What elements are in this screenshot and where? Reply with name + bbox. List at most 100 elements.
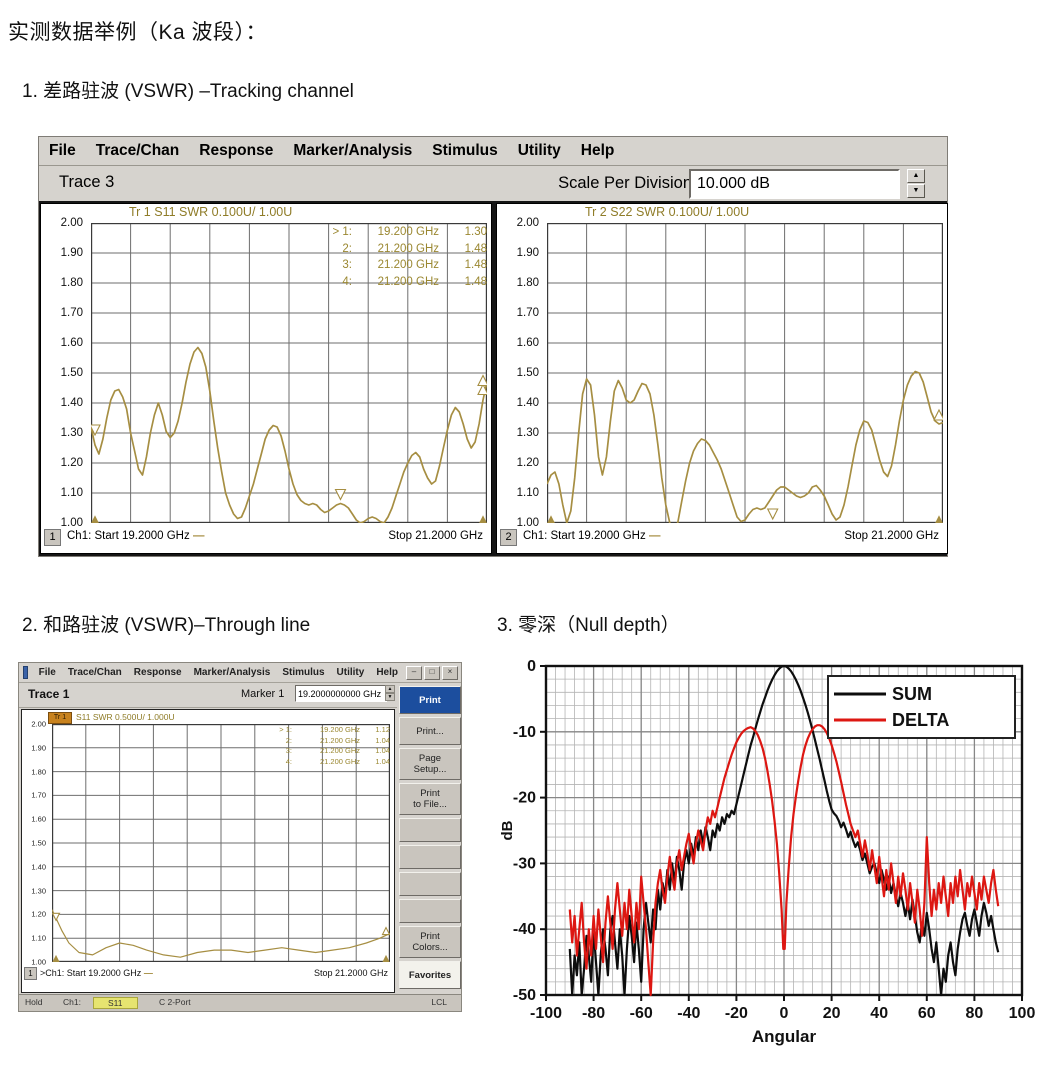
- menu-item-trace-chan[interactable]: Trace/Chan: [67, 667, 122, 678]
- toolbar: Trace 3 Scale Per Division ▲ ▼: [39, 166, 947, 204]
- spinner-up-button[interactable]: ▲: [385, 685, 395, 693]
- null-depth-chart: -100 -80 -60 -40 -20 0 20 40 60 80 100 0 -10 -20 -30 -4…: [498, 650, 1048, 1055]
- scale-per-division-label: Scale Per Division: [558, 174, 692, 192]
- softkey-blank[interactable]: [399, 899, 461, 923]
- menu-item-marker-analysis[interactable]: Marker/Analysis: [193, 667, 271, 678]
- menu-item-response[interactable]: Response: [199, 142, 274, 159]
- softkey-panel: Print Print... Page Setup... Print to File.…: [399, 684, 461, 993]
- marker-triangle: [51, 912, 61, 922]
- y-tick-label: 1.30: [60, 427, 83, 439]
- marker-cell: 19.200 GHz: [377, 226, 439, 238]
- y-tick-label: 1.10: [31, 933, 46, 943]
- y-tick-label: 1.70: [60, 307, 83, 319]
- menu-item-help[interactable]: Help: [580, 142, 615, 159]
- softkey-print[interactable]: Print...: [399, 717, 461, 745]
- menu-item-file[interactable]: File: [49, 142, 76, 159]
- marker-cell: 4:: [285, 756, 292, 766]
- menu-item-marker-analysis[interactable]: Marker/Analysis: [293, 142, 413, 159]
- grid-border: [546, 222, 944, 524]
- marker-triangle: [933, 408, 945, 421]
- marker-cell: 1.48: [464, 275, 487, 288]
- y-tick-label: -30: [513, 855, 536, 872]
- channel-number-badge: 1: [44, 529, 61, 546]
- scale-per-division-input[interactable]: [689, 169, 900, 199]
- y-axis-labels: 2.00 1.90 1.80 1.70 1.60 1.50 1.40 1.30 1.20 1.10…: [501, 217, 543, 529]
- marker-cell: 21.200 GHz: [377, 259, 439, 271]
- legend-label-sum: SUM: [892, 684, 932, 704]
- y-tick-label: 1.00: [516, 517, 539, 529]
- y-tick-label: 1.60: [60, 337, 83, 349]
- menu-item-file[interactable]: File: [38, 667, 56, 678]
- grid-border: [90, 222, 488, 524]
- softkey-print[interactable]: Print: [399, 686, 461, 714]
- y-tick-label: 1.40: [60, 397, 83, 409]
- page-title: 实测数据举例（Ka 波段）：: [8, 21, 268, 44]
- x-axis-title: Angular: [752, 1027, 817, 1046]
- trace-header: S11 SWR 0.500U/ 1.000U: [76, 712, 175, 722]
- trace-color-key: —: [648, 530, 661, 542]
- y-axis-labels: 2.00 1.90 1.80 1.70 1.60 1.50 1.40 1.30 1.20 1.10…: [45, 217, 87, 529]
- graticule-s11: Tr 1 S11 SWR 0.500U/ 1.000U 2.00 1.90 1.80…: [21, 709, 395, 993]
- marker-cell: 21.200 GHz: [319, 735, 360, 745]
- sweep-start-label: Ch1: Start 19.2000 GHz: [523, 530, 646, 542]
- y-tick-label: 1.90: [516, 247, 539, 259]
- minimize-button[interactable]: –: [406, 665, 422, 680]
- active-trace-label: Trace 1: [28, 687, 70, 701]
- legend-box: [827, 675, 1016, 739]
- x-tick-label: -40: [677, 1005, 700, 1022]
- marker-cell: 2:: [342, 242, 352, 255]
- softkey-page-setup[interactable]: Page Setup...: [399, 748, 461, 780]
- spinner-up-button[interactable]: ▲: [907, 169, 925, 183]
- marker-frequency-input[interactable]: [295, 685, 387, 702]
- channel-number-badge: 2: [500, 529, 517, 546]
- trace-color-key: —: [192, 530, 205, 542]
- y-tick-label: 1.80: [31, 767, 46, 777]
- softkey-favorites[interactable]: Favorites: [399, 961, 461, 989]
- softkey-blank[interactable]: [399, 872, 461, 896]
- y-tick-label: 1.70: [516, 307, 539, 319]
- softkey-print-to-file[interactable]: Print to File...: [399, 783, 461, 815]
- menu-item-stimulus[interactable]: Stimulus: [282, 667, 325, 678]
- measurement-status: S11: [93, 997, 138, 1009]
- y-tick-label: 1.50: [31, 838, 46, 848]
- menu-item-stimulus[interactable]: Stimulus: [432, 142, 498, 159]
- softkey-blank[interactable]: [399, 845, 461, 869]
- channel-status: Ch1:: [63, 997, 81, 1007]
- maximize-button[interactable]: □: [424, 665, 440, 680]
- menu-item-utility[interactable]: Utility: [336, 667, 365, 678]
- spinner-down-button[interactable]: ▼: [907, 184, 925, 198]
- menu-item-utility[interactable]: Utility: [517, 142, 561, 159]
- y-tick-label: 1.30: [31, 886, 46, 896]
- y-tick-label: 1.70: [31, 790, 46, 800]
- x-tick-label: 40: [870, 1005, 888, 1022]
- marker-triangle: [381, 926, 391, 936]
- menu-item-response[interactable]: Response: [133, 667, 182, 678]
- softkey-print-colors[interactable]: Print Colors...: [399, 926, 461, 958]
- marker-triangle: [766, 508, 779, 521]
- marker-cell: 19.200 GHz: [319, 725, 360, 734]
- x-tick-label: 20: [823, 1005, 841, 1022]
- y-tick-label: 1.90: [60, 247, 83, 259]
- y-tick-label: 1.20: [60, 457, 83, 469]
- menu-item-trace-chan[interactable]: Trace/Chan: [95, 142, 180, 159]
- marker-row: 2: 21.200 GHz 1.48: [318, 241, 490, 258]
- spinner-down-button[interactable]: ▼: [385, 693, 395, 701]
- status-bar: Hold Ch1: S11 C 2-Port LCL: [19, 994, 461, 1011]
- section-1-heading: 1. 差路驻波 (VSWR) –Tracking channel: [22, 81, 354, 102]
- marker-cell: 1.48: [464, 259, 487, 271]
- y-tick-label: 1.10: [60, 487, 83, 499]
- y-tick-label: 1.20: [516, 457, 539, 469]
- marker-row: 3: 21.200 GHz 1.04: [272, 746, 392, 757]
- close-button[interactable]: ×: [442, 665, 458, 680]
- marker-cell: 21.200 GHz: [319, 756, 360, 766]
- marker-cell: 1.04: [375, 735, 390, 745]
- analyzer-window-tracking: File Trace/Chan Response Marker/Analysis Sti…: [38, 136, 948, 557]
- graticule-tr1: Tr 1 S11 SWR 0.100U/ 1.00U 2.00 1.90 1.80 1…: [40, 203, 492, 554]
- softkey-blank[interactable]: [399, 818, 461, 842]
- menu-item-help[interactable]: Help: [376, 667, 398, 678]
- x-tick-label: 100: [1009, 1005, 1036, 1022]
- sweep-stop-label: Stop 21.2000 GHz: [844, 530, 939, 542]
- trace-2-header: Tr 2 S22 SWR 0.100U/ 1.00U: [585, 205, 750, 219]
- y-tick-label: -50: [513, 987, 536, 1004]
- y-tick-label: 1.20: [31, 909, 46, 919]
